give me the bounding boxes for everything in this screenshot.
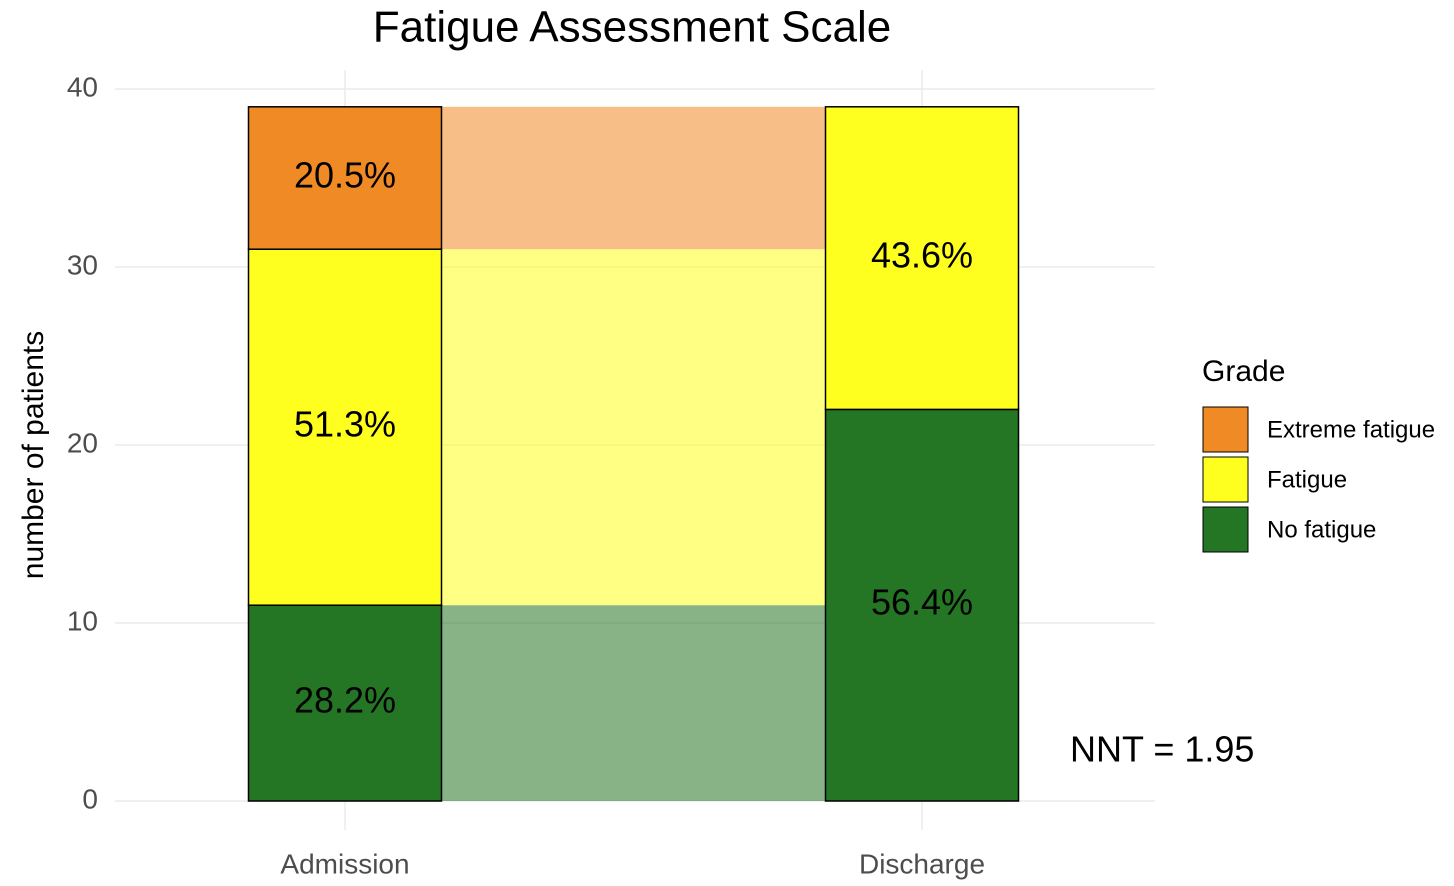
data-label: 56.4% [871, 582, 973, 623]
legend-key [1202, 506, 1249, 553]
data-label: 20.5% [294, 155, 396, 196]
bar-segment [247, 248, 443, 606]
legend-label: Extreme fatigue [1267, 416, 1435, 443]
legend-label: Fatigue [1267, 466, 1347, 493]
bar-segment [824, 106, 1020, 411]
data-label: 28.2% [294, 680, 396, 721]
flow-band [441, 106, 826, 250]
bar-segment [247, 604, 443, 802]
annotation: NNT = 1.95 [1070, 729, 1254, 770]
data-label: 43.6% [871, 235, 973, 276]
bar-segment [247, 106, 443, 250]
y-axis-label: number of patients [17, 331, 50, 579]
legend-key [1202, 406, 1249, 453]
flow-band [441, 605, 826, 801]
x-tick-label: Admission [280, 848, 409, 879]
y-tick-label: 40 [67, 71, 98, 102]
flow-band [441, 249, 826, 606]
y-tick-label: 0 [82, 783, 98, 814]
y-tick-label: 30 [67, 249, 98, 280]
legend-title: Grade [1202, 355, 1285, 388]
y-tick-label: 20 [67, 427, 98, 458]
chart-title: Fatigue Assessment Scale [373, 3, 891, 52]
data-label: 51.3% [294, 404, 396, 445]
legend-key [1202, 456, 1249, 503]
legend-label: No fatigue [1267, 516, 1376, 543]
x-tick-label: Discharge [859, 848, 985, 879]
bar-segment [824, 408, 1020, 802]
y-tick-label: 10 [67, 605, 98, 636]
